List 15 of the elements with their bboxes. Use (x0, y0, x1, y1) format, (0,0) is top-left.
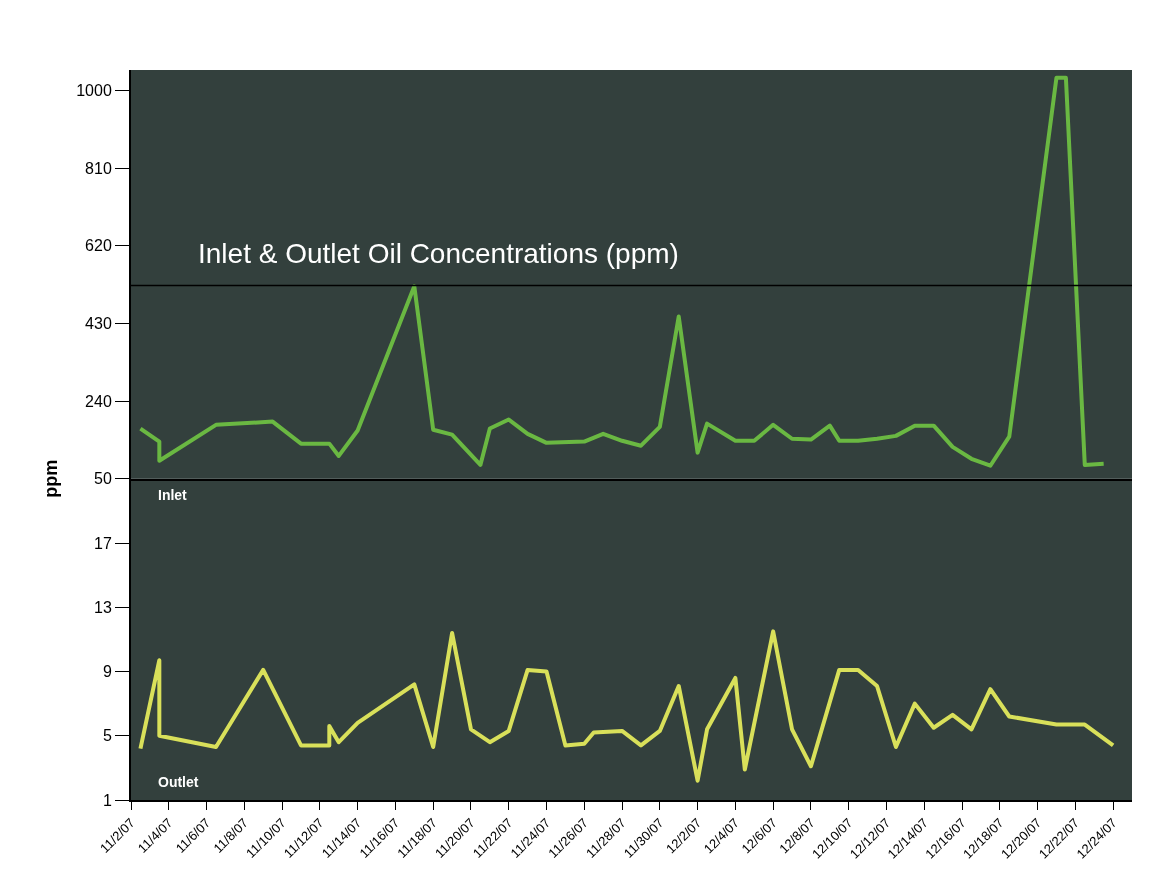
y-tick-label: 1 (102, 791, 112, 809)
y-tick-label: 240 (85, 392, 112, 410)
text: Inlet & Outlet Oil Concentrations (ppm) (198, 238, 679, 269)
y-tick-label: 620 (85, 237, 112, 255)
y-tick-label: 430 (85, 315, 112, 333)
y-tick-label: 9 (102, 663, 112, 681)
y-tick-label: 13 (94, 598, 112, 616)
y-tick-label: 17 (94, 534, 112, 552)
y-axis-title: ppm (41, 459, 62, 498)
y-tick-label: 50 (94, 470, 112, 488)
y-tick-label: 1000 (76, 82, 112, 100)
y-tick-label: 810 (85, 159, 112, 177)
series-label: Inlet (158, 487, 188, 503)
text: Outlet (158, 774, 199, 790)
y-tick-label: 5 (102, 727, 112, 745)
